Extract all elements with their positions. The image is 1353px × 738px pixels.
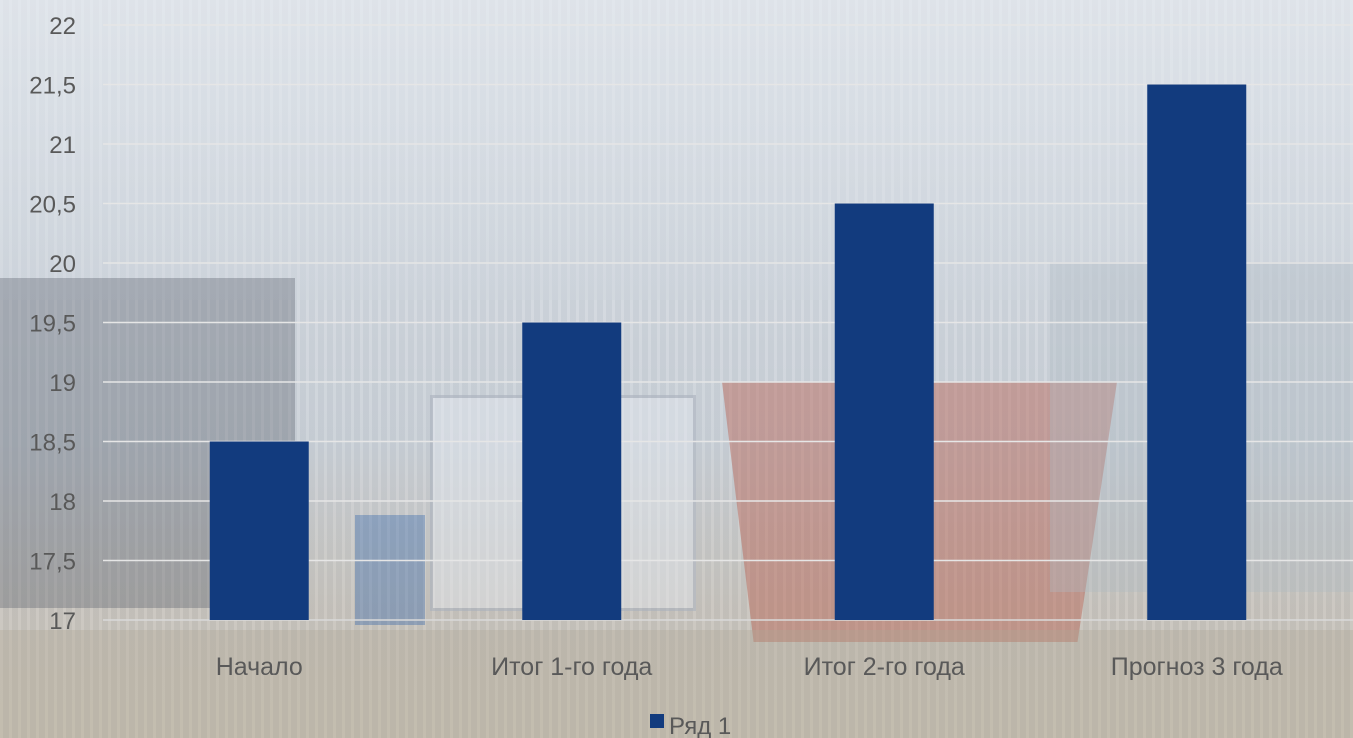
y-axis-tick-labels: 17 17,5 18 18,5 19 19,5 20 20,5 21 21,5 22 bbox=[29, 13, 76, 635]
legend: Ряд 1 bbox=[650, 713, 731, 738]
y-tick-label: 17 bbox=[49, 608, 76, 635]
y-tick-label: 18,5 bbox=[29, 430, 76, 457]
y-tick-label: 21 bbox=[49, 132, 76, 159]
y-tick-label: 21,5 bbox=[29, 73, 76, 100]
y-tick-label: 18 bbox=[49, 489, 76, 516]
bar bbox=[1147, 84, 1247, 620]
x-category-label: Прогноз 3 года bbox=[1111, 653, 1283, 681]
x-category-label: Итог 2-го года bbox=[804, 653, 965, 681]
legend-swatch-series-1 bbox=[650, 714, 664, 728]
legend-label-series-1: Ряд 1 bbox=[669, 713, 731, 738]
x-category-label: Начало bbox=[216, 653, 303, 681]
bars bbox=[209, 84, 1247, 620]
blue-tank bbox=[355, 515, 425, 625]
y-tick-label: 20 bbox=[49, 251, 76, 278]
bar bbox=[522, 322, 622, 620]
y-tick-label: 19 bbox=[49, 370, 76, 397]
ground bbox=[0, 630, 1353, 738]
bar bbox=[834, 203, 934, 620]
x-category-label: Итог 1-го года bbox=[491, 653, 652, 681]
gridlines bbox=[103, 24, 1353, 621]
y-tick-label: 20,5 bbox=[29, 192, 76, 219]
y-tick-label: 17,5 bbox=[29, 549, 76, 576]
bar bbox=[209, 441, 309, 620]
y-tick-label: 19,5 bbox=[29, 311, 76, 338]
y-tick-label: 22 bbox=[49, 13, 76, 40]
x-axis-category-labels: Начало Итог 1-го года Итог 2-го года Прогно… bbox=[216, 653, 1283, 681]
building-wall bbox=[0, 0, 1353, 300]
